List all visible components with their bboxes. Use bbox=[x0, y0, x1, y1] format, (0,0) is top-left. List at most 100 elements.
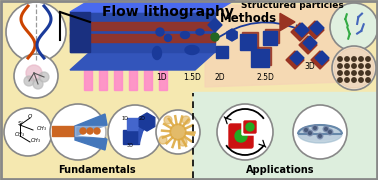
Ellipse shape bbox=[298, 128, 342, 140]
Circle shape bbox=[305, 129, 307, 132]
Circle shape bbox=[352, 78, 356, 82]
Circle shape bbox=[164, 116, 172, 124]
Circle shape bbox=[293, 105, 347, 159]
Circle shape bbox=[26, 65, 42, 81]
Circle shape bbox=[39, 72, 49, 82]
Circle shape bbox=[327, 129, 333, 135]
Circle shape bbox=[308, 132, 311, 134]
Polygon shape bbox=[127, 118, 143, 130]
Circle shape bbox=[179, 138, 187, 146]
Text: $O$: $O$ bbox=[27, 112, 33, 120]
Circle shape bbox=[345, 78, 349, 82]
Polygon shape bbox=[205, 5, 345, 87]
Circle shape bbox=[217, 104, 273, 160]
Text: 2.5D: 2.5D bbox=[256, 73, 274, 82]
Text: 2D: 2D bbox=[139, 116, 146, 121]
Ellipse shape bbox=[181, 31, 189, 39]
Circle shape bbox=[366, 64, 370, 68]
Ellipse shape bbox=[152, 46, 161, 60]
Circle shape bbox=[366, 78, 370, 82]
Circle shape bbox=[345, 57, 349, 61]
Circle shape bbox=[235, 130, 247, 142]
Circle shape bbox=[345, 71, 349, 75]
Polygon shape bbox=[75, 126, 106, 136]
FancyBboxPatch shape bbox=[244, 121, 256, 133]
FancyBboxPatch shape bbox=[265, 29, 279, 43]
Text: 3D: 3D bbox=[127, 143, 134, 148]
Polygon shape bbox=[144, 68, 152, 90]
Polygon shape bbox=[70, 22, 215, 30]
Text: $CH_3$: $CH_3$ bbox=[30, 136, 41, 145]
Circle shape bbox=[170, 124, 186, 140]
Circle shape bbox=[352, 64, 356, 68]
Text: $Si$: $Si$ bbox=[17, 119, 23, 127]
Circle shape bbox=[324, 127, 327, 130]
Polygon shape bbox=[70, 0, 235, 12]
Polygon shape bbox=[70, 34, 215, 42]
Circle shape bbox=[345, 64, 349, 68]
Circle shape bbox=[359, 71, 363, 75]
Bar bbox=[0, 0, 378, 92]
Circle shape bbox=[323, 126, 329, 132]
Circle shape bbox=[307, 130, 313, 136]
Circle shape bbox=[108, 105, 162, 159]
Circle shape bbox=[313, 127, 316, 129]
Circle shape bbox=[14, 54, 58, 98]
Circle shape bbox=[338, 78, 342, 82]
Circle shape bbox=[330, 3, 378, 51]
FancyBboxPatch shape bbox=[240, 34, 256, 50]
Circle shape bbox=[332, 46, 376, 90]
Text: Structured particles: Structured particles bbox=[241, 1, 343, 10]
Text: $CH_3$: $CH_3$ bbox=[36, 124, 47, 133]
Bar bbox=[193, 92, 378, 180]
Circle shape bbox=[182, 116, 190, 124]
Circle shape bbox=[334, 48, 374, 88]
Circle shape bbox=[317, 133, 323, 139]
Circle shape bbox=[4, 108, 52, 156]
Text: Methods: Methods bbox=[220, 12, 277, 25]
Polygon shape bbox=[114, 68, 122, 90]
Polygon shape bbox=[99, 68, 107, 90]
FancyBboxPatch shape bbox=[251, 49, 269, 67]
FancyBboxPatch shape bbox=[253, 47, 271, 65]
Polygon shape bbox=[139, 118, 143, 144]
FancyBboxPatch shape bbox=[229, 124, 253, 148]
Circle shape bbox=[24, 76, 34, 86]
Polygon shape bbox=[84, 68, 92, 90]
Circle shape bbox=[359, 64, 363, 68]
Ellipse shape bbox=[298, 125, 342, 143]
Circle shape bbox=[303, 127, 309, 133]
Polygon shape bbox=[123, 130, 139, 144]
FancyBboxPatch shape bbox=[242, 119, 258, 135]
Circle shape bbox=[366, 57, 370, 61]
Polygon shape bbox=[75, 114, 107, 136]
Circle shape bbox=[246, 123, 254, 131]
Polygon shape bbox=[159, 68, 167, 90]
Circle shape bbox=[338, 57, 342, 61]
Bar bbox=[0, 92, 193, 180]
Circle shape bbox=[50, 104, 106, 160]
Circle shape bbox=[319, 134, 322, 138]
Circle shape bbox=[87, 128, 93, 134]
Circle shape bbox=[366, 71, 370, 75]
Polygon shape bbox=[70, 12, 90, 52]
Polygon shape bbox=[70, 12, 215, 52]
Ellipse shape bbox=[164, 35, 172, 42]
Circle shape bbox=[33, 79, 43, 89]
FancyBboxPatch shape bbox=[242, 32, 258, 48]
Text: Applications: Applications bbox=[246, 165, 314, 175]
Circle shape bbox=[6, 2, 66, 62]
Polygon shape bbox=[129, 68, 137, 90]
Circle shape bbox=[359, 57, 363, 61]
Circle shape bbox=[338, 71, 342, 75]
Circle shape bbox=[338, 64, 342, 68]
Circle shape bbox=[80, 128, 86, 134]
Text: Fundamentals: Fundamentals bbox=[58, 165, 136, 175]
Polygon shape bbox=[70, 52, 215, 70]
Circle shape bbox=[156, 28, 164, 36]
Circle shape bbox=[359, 78, 363, 82]
Polygon shape bbox=[52, 126, 75, 136]
Circle shape bbox=[352, 57, 356, 61]
Text: 1D: 1D bbox=[121, 116, 128, 121]
Circle shape bbox=[211, 33, 219, 41]
